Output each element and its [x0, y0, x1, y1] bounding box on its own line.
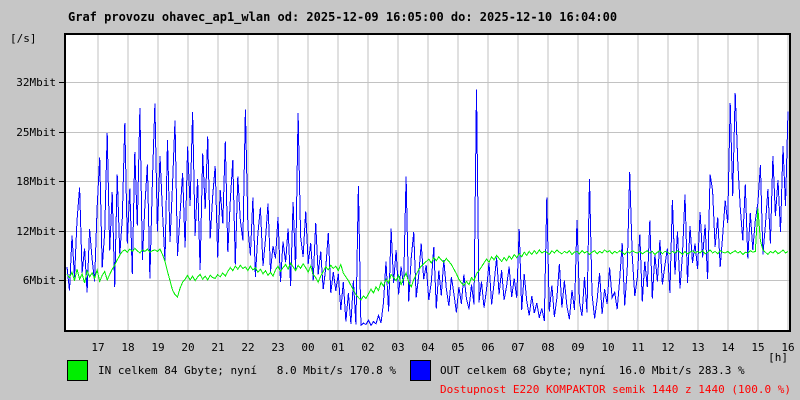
x-axis-label: 18: [121, 341, 135, 354]
x-axis-label: 17: [91, 341, 105, 354]
x-axis-label: 05: [451, 341, 465, 354]
legend-in-label: IN celkem 84 Gbyte; nyní 8.0 Mbit/s 170.…: [98, 364, 397, 377]
availability-note: Dostupnost E220 KOMPAKTOR semik 1440 z 1…: [440, 383, 791, 396]
x-axis-label: 01: [331, 341, 345, 354]
x-axis-label: 10: [601, 341, 615, 354]
y-axis-unit-label: [/s]: [10, 32, 37, 45]
x-axis-label: 13: [691, 341, 705, 354]
x-axis-label: 04: [421, 341, 435, 354]
y-axis-label: 18Mbit: [16, 175, 56, 189]
x-axis-label: 16: [781, 341, 795, 354]
x-axis-label: 21: [211, 341, 225, 354]
y-axis-label: 32Mbit: [16, 76, 56, 89]
x-axis-label: 12: [661, 341, 675, 354]
x-axis-label: 09: [571, 341, 585, 354]
x-axis-label: 02: [361, 341, 375, 354]
x-axis-label: 19: [151, 341, 165, 354]
x-axis-label: 15: [751, 341, 765, 354]
y-axis-label: 6Mbit: [22, 274, 56, 288]
x-axis-label: 08: [541, 341, 555, 354]
x-axis-label: 07: [511, 341, 525, 354]
x-axis-label: 20: [181, 341, 195, 354]
x-axis-label: 14: [721, 341, 735, 354]
x-axis-unit-label: [h]: [768, 351, 788, 364]
y-axis-label: 12Mbit: [16, 224, 56, 238]
legend-in-swatch: [67, 360, 88, 381]
y-axis-label: 25Mbit: [16, 125, 56, 139]
x-axis-label: 06: [481, 341, 495, 354]
x-axis-label: 00: [301, 341, 315, 354]
x-axis-label: 23: [271, 341, 285, 354]
legend-out-swatch: [410, 360, 431, 381]
x-axis-label: 03: [391, 341, 405, 354]
x-axis-label: 11: [631, 341, 645, 354]
legend-out-label: OUT celkem 68 Gbyte; nyní 16.0 Mbit/s 28…: [440, 364, 745, 377]
graph-title: Graf provozu ohavec_ap1_wlan od: 2025-12…: [68, 10, 618, 24]
x-axis-label: 22: [241, 341, 255, 354]
